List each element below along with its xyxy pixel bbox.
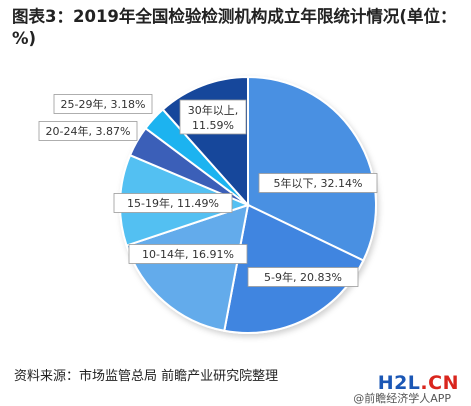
slice-label-box-1 bbox=[247, 267, 359, 287]
slice-label-2: 10-14年, 16.91% bbox=[128, 244, 248, 264]
chart-title: 图表3：2019年全国检验检测机构成立年限统计情况(单位：%) bbox=[12, 7, 457, 48]
slice-label-text-4: 20-24年, 3.87% bbox=[46, 124, 131, 138]
slice-label-box-6 bbox=[179, 99, 247, 135]
watermark-brand-letters: H2L bbox=[377, 372, 421, 394]
slice-label-1: 5-9年, 20.83% bbox=[247, 267, 359, 287]
slice-label-box-4 bbox=[38, 121, 138, 141]
slice-label-box-3 bbox=[113, 193, 233, 213]
slice-label-text-0: 5年以下, 32.14% bbox=[274, 176, 363, 190]
slice-label-0: 5年以下, 32.14% bbox=[258, 173, 378, 193]
slice-label-5: 25-29年, 3.18% bbox=[53, 94, 153, 114]
slice-label-4: 20-24年, 3.87% bbox=[38, 121, 138, 141]
slice-label-3: 15-19年, 11.49% bbox=[113, 193, 233, 213]
slice-label-text-1: 5-9年, 20.83% bbox=[264, 270, 342, 284]
slice-label-6: 30年以上, 11.59% bbox=[179, 99, 247, 135]
slice-label-box-2 bbox=[128, 244, 248, 264]
watermark-brand-suffix: .CN bbox=[420, 372, 459, 394]
slice-label-text-3: 15-19年, 11.49% bbox=[127, 196, 219, 210]
watermark-logo: H2L.CN bbox=[378, 372, 459, 394]
source-note: 资料来源：市场监管总局 前瞻产业研究院整理 bbox=[14, 369, 279, 384]
slice-label-text-5: 25-29年, 3.18% bbox=[61, 97, 146, 111]
pie-slice-0 bbox=[247, 75, 377, 262]
slice-label-text-2: 10-14年, 16.91% bbox=[142, 247, 234, 261]
slice-label-text-6: 30年以上, 11.59% bbox=[188, 103, 239, 132]
watermark-app: @前瞻经济学人APP bbox=[353, 392, 451, 405]
slice-label-box-5 bbox=[53, 94, 153, 114]
slice-label-box-0 bbox=[258, 173, 378, 193]
